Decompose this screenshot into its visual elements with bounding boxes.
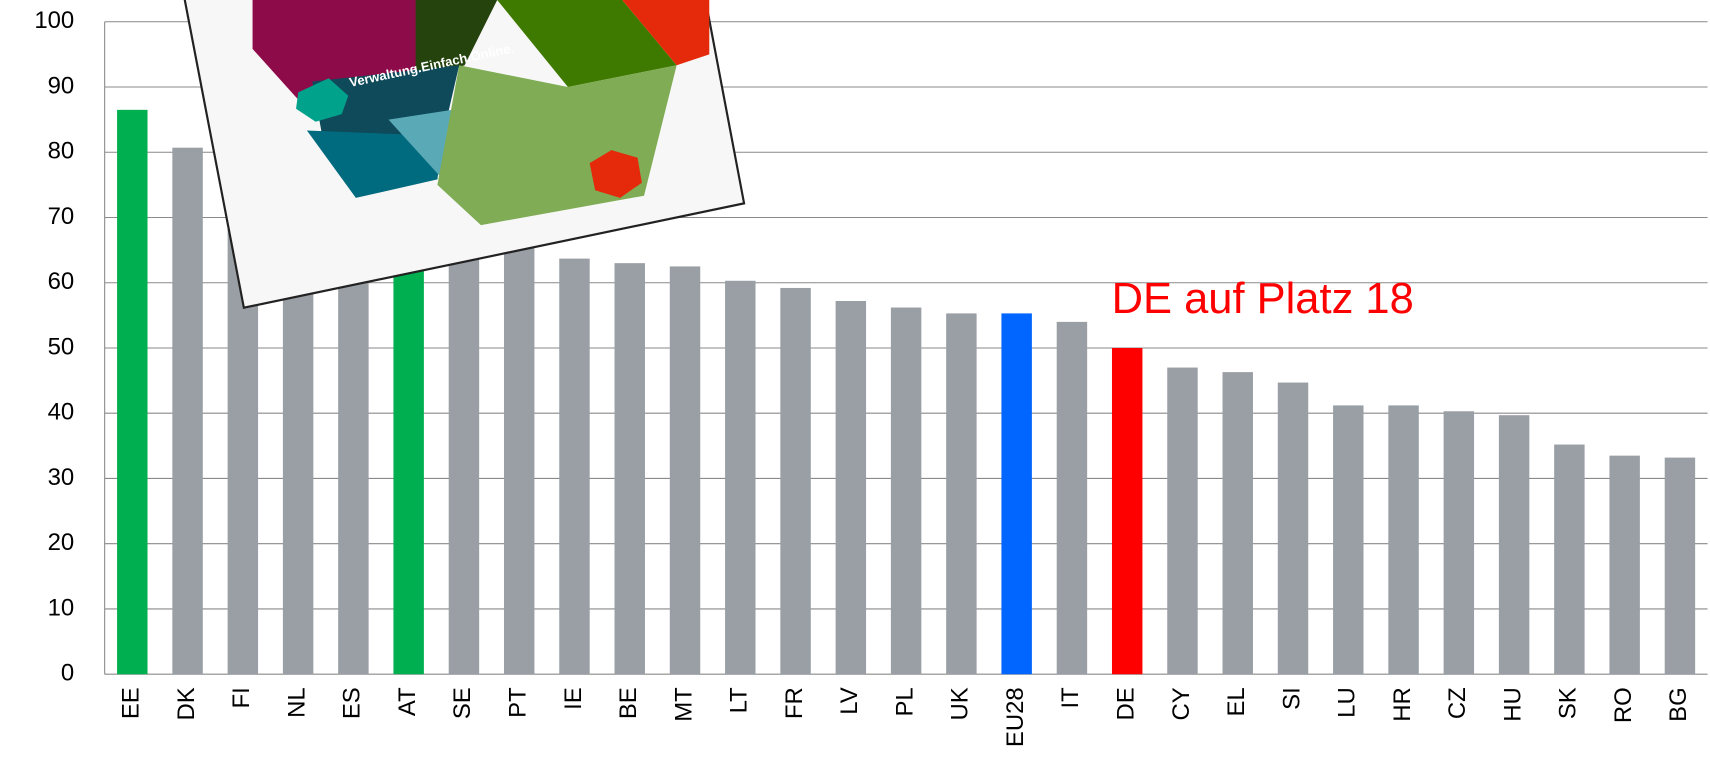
x-tick-label: CY — [1168, 687, 1195, 720]
y-tick-label: 60 — [48, 268, 75, 295]
x-tick-label: FR — [781, 687, 808, 719]
bar — [891, 308, 921, 675]
bar — [836, 301, 866, 674]
bar — [1609, 456, 1639, 675]
bar — [780, 288, 810, 674]
bar — [1499, 415, 1529, 674]
bar — [615, 263, 645, 674]
bar — [559, 259, 589, 675]
bar — [1444, 411, 1474, 674]
bar — [1223, 372, 1253, 674]
x-tick-label: EL — [1223, 687, 1250, 716]
x-tick-label: SK — [1555, 687, 1582, 719]
y-tick-label: 30 — [48, 464, 75, 491]
bar — [449, 250, 479, 674]
x-tick-label: IE — [560, 687, 587, 710]
x-tick-label: LV — [836, 687, 863, 715]
annotation: DE auf Platz 18 — [1112, 275, 1414, 323]
x-tick-label: AT — [394, 687, 421, 716]
bar — [1388, 405, 1418, 674]
x-tick-label: BG — [1665, 687, 1692, 722]
bar — [1001, 313, 1031, 674]
bar — [1057, 322, 1087, 674]
bar — [1167, 368, 1197, 675]
bar — [1278, 383, 1308, 675]
brochure-image: Verwaltung.Einfach.Online. — [176, 0, 744, 308]
x-tick-label: PT — [505, 687, 532, 718]
x-tick-label: LU — [1334, 687, 1361, 718]
bar — [504, 244, 534, 675]
x-tick-label: SE — [449, 687, 476, 719]
bar — [393, 250, 423, 674]
y-tick-label: 40 — [48, 399, 75, 426]
x-tick-label: CZ — [1444, 687, 1471, 719]
bar — [725, 281, 755, 674]
bar — [1554, 445, 1584, 675]
bar — [338, 244, 368, 675]
chart: 0 10 20 30 40 50 60 70 80 90 100 EE DK FI NL ES AT SE PT IE… — [0, 0, 1710, 771]
bar — [1112, 348, 1142, 674]
bar — [117, 110, 147, 674]
y-tick-label: 10 — [48, 594, 75, 621]
x-tick-label: SI — [1278, 687, 1305, 710]
x-tick-label: MT — [670, 687, 697, 722]
x-tick-label: EU28 — [1002, 687, 1029, 747]
x-tick-label: NL — [283, 687, 310, 718]
x-tick-label: EE — [118, 687, 145, 719]
y-tick-label: 80 — [48, 138, 75, 165]
y-tick-label: 90 — [48, 72, 75, 99]
x-tick-label: PL — [891, 687, 918, 716]
y-tick-label: 0 — [61, 660, 74, 687]
bar — [1333, 405, 1363, 674]
y-tick-label: 20 — [48, 529, 75, 556]
y-tick-label: 50 — [48, 333, 75, 360]
x-tick-label: ES — [339, 687, 366, 719]
x-tick-label: IT — [1057, 687, 1084, 709]
x-tick-label: LT — [726, 687, 753, 714]
y-tick-label: 70 — [48, 203, 75, 230]
page: {"chart_data": {"type": "bar", "categori… — [0, 0, 1710, 776]
x-tick-label: DK — [173, 687, 200, 720]
x-tick-label: HU — [1499, 687, 1526, 722]
bar — [172, 148, 202, 675]
bar — [946, 313, 976, 674]
y-tick-label: 100 — [34, 7, 74, 34]
x-tick-label: HR — [1389, 687, 1416, 722]
x-tick-label: BE — [615, 687, 642, 719]
x-tick-label: DE — [1113, 687, 1140, 720]
x-tick-label: FI — [228, 687, 255, 708]
bar — [1665, 458, 1695, 675]
bar — [670, 266, 700, 674]
x-tick-label: UK — [947, 687, 974, 720]
x-tick-label: RO — [1610, 687, 1637, 723]
bar — [283, 237, 313, 674]
